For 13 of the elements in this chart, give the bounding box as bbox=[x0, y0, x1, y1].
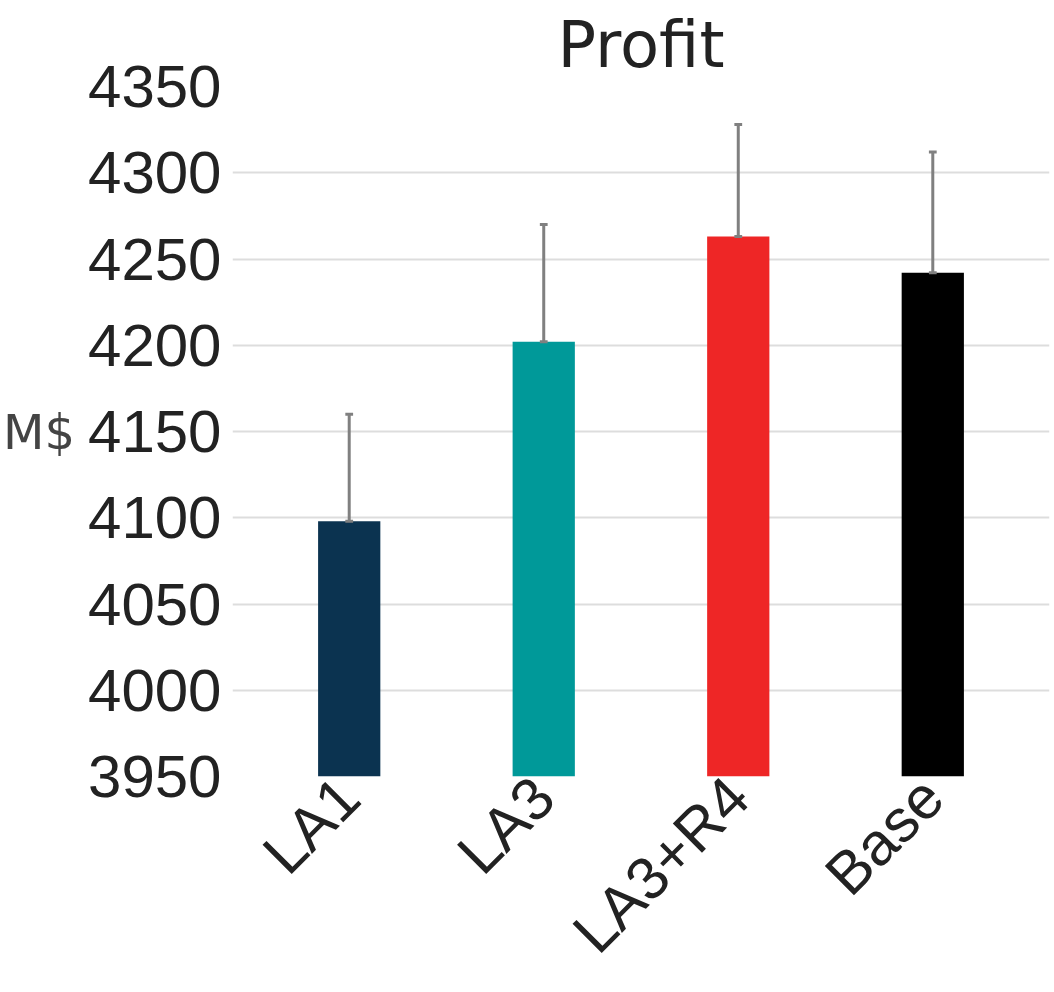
y-tick-label: 4300 bbox=[88, 139, 222, 207]
y-tick-label: 4100 bbox=[88, 484, 222, 552]
y-tick-label: 4150 bbox=[88, 398, 222, 465]
y-tick-label: 4000 bbox=[88, 656, 222, 724]
y-tick-label: 4200 bbox=[88, 311, 222, 379]
x-tick-label: LA3 bbox=[444, 763, 568, 887]
y-tick-label: 4250 bbox=[88, 225, 222, 293]
y-tick-label: 4050 bbox=[88, 570, 222, 638]
x-tick-label: LA1 bbox=[250, 763, 373, 887]
y-tick-label: 4350 bbox=[88, 53, 222, 120]
y-axis-title: M$ bbox=[3, 403, 76, 460]
y-tick-label: 3950 bbox=[88, 743, 222, 810]
chart-title: Profit bbox=[557, 7, 725, 82]
